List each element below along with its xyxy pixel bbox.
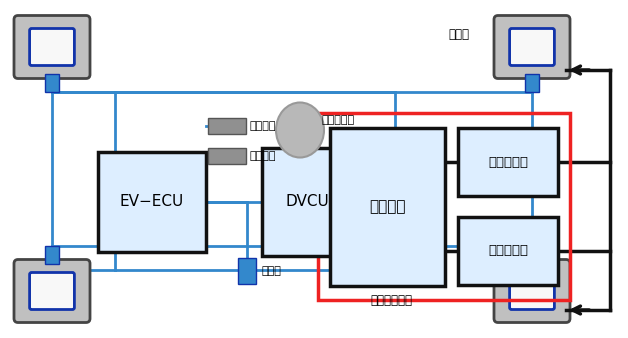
Bar <box>208 148 246 164</box>
FancyBboxPatch shape <box>14 260 90 322</box>
FancyBboxPatch shape <box>262 148 352 256</box>
Bar <box>318 113 570 300</box>
Text: バッテリ: バッテリ <box>369 199 406 215</box>
FancyBboxPatch shape <box>330 128 445 286</box>
Text: 車輪速センサ: 車輪速センサ <box>370 293 412 307</box>
Bar <box>238 258 256 284</box>
Bar <box>45 74 59 92</box>
Text: EV−ECU: EV−ECU <box>120 194 184 210</box>
FancyBboxPatch shape <box>509 272 555 310</box>
FancyBboxPatch shape <box>458 128 558 196</box>
Text: アクセル: アクセル <box>250 121 276 131</box>
Ellipse shape <box>276 102 324 158</box>
Text: インバータ: インバータ <box>488 244 528 258</box>
Text: インバータ: インバータ <box>488 155 528 169</box>
Text: DVCU: DVCU <box>285 194 329 210</box>
FancyBboxPatch shape <box>509 28 555 66</box>
Text: ブレーキ: ブレーキ <box>250 151 276 161</box>
Bar <box>208 118 246 134</box>
Text: ハンドル角: ハンドル角 <box>322 115 355 125</box>
Bar <box>525 74 539 92</box>
Bar <box>525 246 539 264</box>
FancyBboxPatch shape <box>14 16 90 78</box>
FancyBboxPatch shape <box>458 217 558 285</box>
FancyBboxPatch shape <box>494 260 570 322</box>
Bar <box>45 246 59 264</box>
Text: 加速度: 加速度 <box>262 266 282 276</box>
FancyBboxPatch shape <box>30 28 74 66</box>
FancyBboxPatch shape <box>30 272 74 310</box>
Text: モータ: モータ <box>448 27 469 41</box>
FancyBboxPatch shape <box>98 152 206 252</box>
FancyBboxPatch shape <box>494 16 570 78</box>
